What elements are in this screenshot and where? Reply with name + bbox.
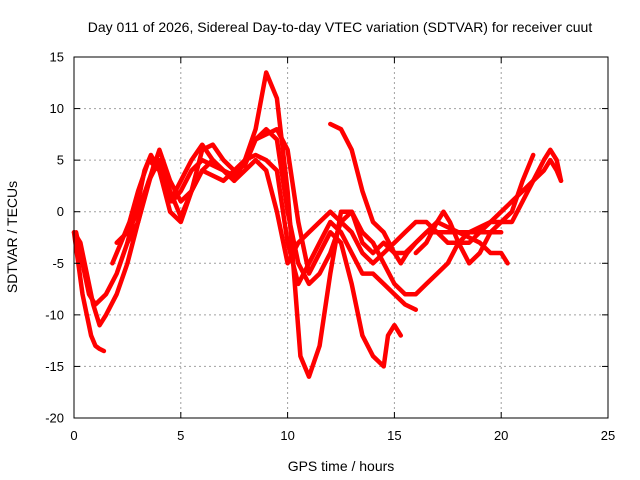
y-tick-label: -5 [52,256,64,271]
grid [74,57,608,418]
x-tick-label: 5 [177,428,184,443]
data-series [71,70,564,379]
plot-frame [73,56,609,419]
y-tick-label: 5 [57,153,64,168]
y-tick-label: 0 [57,204,64,219]
y-tick-label: -20 [45,411,64,426]
series-track-8 [413,152,536,266]
x-axis-label: GPS time / hours [288,458,395,474]
series-track-6 [125,157,564,266]
x-tick-label: 25 [601,428,615,443]
y-tick-label: 15 [50,50,64,65]
y-tick-label: -10 [45,307,64,322]
x-tick-label: 15 [387,428,401,443]
series-track-5 [114,147,419,312]
series-track-1 [71,230,107,354]
x-tick-label: 20 [494,428,508,443]
axis-ticks: 0 5 10 15 20 25 15 10 5 0 -5 -10 -15 -20 [45,50,615,444]
series-track-3 [71,126,504,328]
series-track-7 [328,121,564,266]
y-tick-label: 10 [50,101,64,116]
y-tick-label: -15 [45,359,64,374]
x-tick-label: 10 [280,428,294,443]
y-axis-label: SDTVAR / TECUs [4,181,20,293]
x-tick-label: 0 [70,428,77,443]
chart-title: Day 011 of 2026, Sidereal Day-to-day VTE… [88,19,593,35]
